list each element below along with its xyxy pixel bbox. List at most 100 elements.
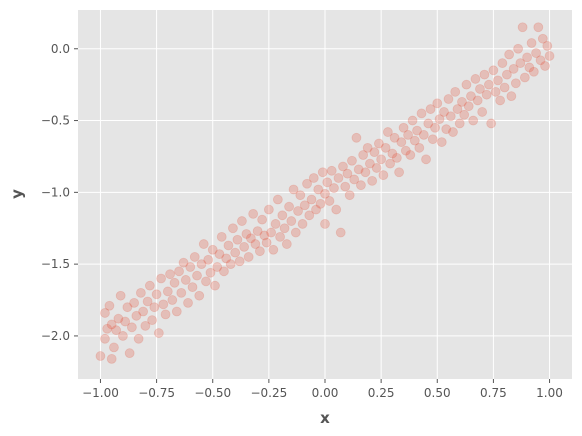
scatter-point: [531, 48, 541, 58]
x-tick-label: 0.50: [424, 386, 451, 400]
scatter-point: [414, 142, 425, 153]
scatter-point: [349, 174, 360, 185]
scatter-point: [254, 246, 265, 257]
scatter-point: [365, 158, 375, 169]
scatter-point: [113, 313, 124, 324]
scatter-point: [243, 252, 254, 262]
scatter-point: [266, 227, 277, 238]
scatter-point: [286, 216, 297, 226]
scatter-point: [290, 227, 301, 238]
scatter-point: [385, 158, 396, 169]
scatter-point: [488, 65, 499, 76]
scatter-point: [479, 69, 490, 80]
scatter-point: [439, 107, 449, 117]
scatter-point: [259, 230, 270, 241]
scatter-point: [472, 95, 483, 106]
scatter-point: [407, 115, 418, 126]
scatter-point: [445, 111, 456, 122]
scatter-point: [126, 322, 137, 333]
scatter-point: [104, 300, 115, 311]
scatter-point: [100, 308, 110, 318]
scatter-point: [353, 164, 364, 175]
x-tick-label: 1.00: [536, 386, 563, 400]
scatter-point: [257, 214, 268, 225]
scatter-point: [313, 184, 324, 195]
scatter-point: [302, 178, 312, 189]
scatter-point: [371, 163, 382, 173]
scatter-point: [232, 234, 243, 245]
scatter-point: [230, 247, 241, 258]
scatter-point: [277, 210, 288, 221]
scatter-point: [189, 252, 200, 262]
scatter-point: [405, 150, 416, 160]
scatter-point: [335, 227, 346, 238]
scatter-points: [95, 22, 555, 364]
scatter-point: [533, 22, 544, 33]
scatter-point: [528, 66, 539, 77]
y-tick-label: −1.5: [41, 257, 70, 271]
scatter-point: [432, 98, 443, 109]
scatter-point: [461, 79, 472, 90]
scatter-point: [501, 69, 512, 80]
scatter-point: [248, 208, 259, 219]
scatter-point: [183, 297, 193, 308]
scatter-point: [198, 239, 209, 249]
scatter-point: [396, 137, 407, 147]
scatter-point: [252, 226, 263, 237]
y-tick-label: −0.5: [41, 114, 70, 128]
scatter-point: [311, 204, 321, 215]
scatter-point: [495, 95, 506, 106]
scatter-point: [118, 331, 128, 341]
scatter-point: [486, 118, 497, 129]
scatter-point: [111, 325, 122, 336]
scatter-point: [288, 184, 299, 195]
scatter-point: [106, 319, 117, 330]
scatter-point: [131, 310, 142, 321]
scatter-point: [362, 142, 373, 153]
x-axis-label: x: [320, 409, 330, 427]
scatter-point: [526, 38, 537, 48]
scatter-point: [160, 309, 171, 320]
scatter-point: [517, 22, 528, 33]
scatter-point: [102, 323, 113, 334]
scatter-point: [180, 275, 191, 285]
scatter-point: [245, 233, 256, 244]
scatter-point: [176, 287, 187, 298]
scatter-point: [156, 273, 166, 284]
scatter-point: [331, 204, 342, 215]
scatter-point: [394, 167, 405, 178]
y-axis-ticks: −2.0 −1.5 −1.0 −0.5 0.0: [41, 42, 78, 343]
scatter-point: [358, 150, 369, 160]
scatter-point: [376, 154, 387, 165]
scatter-point: [389, 132, 400, 143]
scatter-point: [470, 74, 481, 84]
x-tick-label: −0.50: [194, 386, 231, 400]
scatter-point: [171, 306, 182, 317]
scatter-point: [95, 351, 106, 361]
scatter-point: [284, 201, 294, 212]
scatter-point: [513, 43, 524, 54]
scatter-point: [306, 194, 317, 205]
scatter-point: [140, 320, 151, 331]
y-tick-label: −2.0: [41, 329, 70, 343]
scatter-point: [122, 302, 133, 313]
y-tick-label: −1.0: [41, 185, 70, 199]
y-axis-label: y: [8, 189, 26, 199]
scatter-point: [338, 161, 348, 172]
scatter-point: [214, 249, 225, 259]
scatter-point: [367, 175, 378, 186]
scatter-point: [409, 135, 420, 146]
scatter-point: [519, 72, 530, 83]
scatter-point: [144, 280, 155, 291]
scatter-point: [360, 167, 371, 178]
scatter-point: [329, 183, 339, 193]
scatter-point: [515, 58, 526, 69]
scatter-point: [524, 62, 535, 73]
scatter-point: [430, 122, 440, 133]
x-tick-label: 0.25: [368, 386, 395, 400]
scatter-point: [304, 210, 315, 221]
scatter-point: [228, 223, 238, 234]
scatter-point: [158, 299, 169, 310]
scatter-point: [418, 130, 429, 140]
scatter-point: [320, 188, 330, 199]
